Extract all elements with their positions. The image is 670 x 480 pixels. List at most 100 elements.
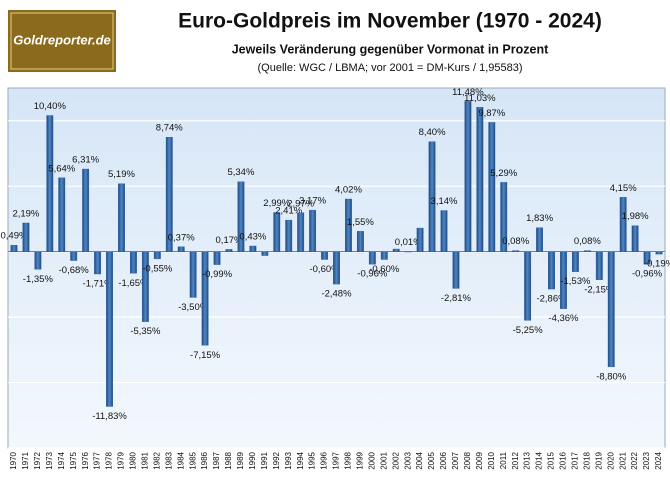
bar <box>225 249 233 252</box>
x-tick-label: 1985 <box>188 451 197 469</box>
data-label: -8,80% <box>596 371 627 382</box>
x-tick-label: 1991 <box>260 451 269 469</box>
data-label: -0,19% <box>644 259 670 270</box>
bar <box>46 115 54 252</box>
x-tick-label: 2004 <box>415 451 424 469</box>
x-tick-label: 1998 <box>344 451 353 469</box>
data-label: -0,68% <box>59 265 90 276</box>
data-label: 11,03% <box>464 93 496 104</box>
bar <box>297 212 305 252</box>
data-label: 2,19% <box>12 208 39 219</box>
x-tick-label: 2001 <box>379 451 388 469</box>
bar <box>130 251 137 274</box>
bar <box>177 246 185 252</box>
chart-title: Euro-Goldpreis im November (1970 - 2024) <box>178 10 602 33</box>
x-tick-label: 1972 <box>33 451 42 469</box>
bar <box>392 248 400 252</box>
x-tick-label: 1971 <box>21 451 30 469</box>
x-tick-label: 2010 <box>487 451 496 469</box>
bar <box>536 227 543 252</box>
bar <box>106 251 113 407</box>
data-label: 1,98% <box>622 211 649 222</box>
bar <box>356 231 364 252</box>
x-tick-label: 2021 <box>618 451 627 469</box>
x-tick-label: 1994 <box>296 451 305 469</box>
data-label: 9,87% <box>478 108 505 119</box>
data-label: 2,97% <box>287 198 314 209</box>
data-label: -5,35% <box>130 326 161 337</box>
data-label: 0,43% <box>239 232 266 243</box>
data-label: -0,60% <box>309 264 340 275</box>
x-tick-label: 1997 <box>332 451 341 469</box>
data-label: 8,40% <box>419 127 446 138</box>
bar <box>524 251 532 321</box>
bar <box>500 182 508 252</box>
x-tick-label: 2008 <box>463 451 472 469</box>
data-label: -4,36% <box>548 313 579 324</box>
x-tick-label: 1984 <box>176 451 185 469</box>
data-label: 4,02% <box>335 185 362 196</box>
x-tick-label: 1989 <box>236 451 245 469</box>
data-label: 11,48% <box>452 87 484 98</box>
data-label: 5,19% <box>108 169 135 180</box>
bar <box>201 251 209 346</box>
bar <box>189 251 197 298</box>
bar <box>118 183 125 252</box>
logo-frame <box>10 12 114 70</box>
x-tick-label: 2024 <box>654 451 663 469</box>
bar <box>380 251 388 260</box>
chart-subtitle: Jeweils Veränderung gegenüber Vormonat i… <box>232 42 549 56</box>
data-label: -0,96% <box>357 269 388 280</box>
bar <box>655 251 663 255</box>
x-tick-label: 2019 <box>594 451 603 469</box>
bar <box>619 197 627 252</box>
data-label: 10,40% <box>34 101 67 112</box>
bar <box>488 122 496 252</box>
x-tick-label: 1980 <box>129 451 138 469</box>
x-tick-label: 2006 <box>439 451 448 469</box>
data-label: -0,55% <box>142 263 173 274</box>
data-label: -0,99% <box>202 269 233 280</box>
bar <box>428 141 436 252</box>
bar <box>345 198 352 252</box>
data-label: -0,60% <box>369 264 400 275</box>
bar <box>34 251 42 270</box>
x-tick-label: 2017 <box>571 451 580 469</box>
x-tick-label: 1993 <box>284 451 293 469</box>
bar <box>464 101 472 252</box>
x-tick-label: 1970 <box>9 451 18 469</box>
x-tick-label: 1981 <box>140 451 149 469</box>
x-tick-label: 1982 <box>152 451 161 469</box>
bar <box>333 251 340 285</box>
bar <box>607 251 615 368</box>
x-tick-label: 2015 <box>547 451 556 469</box>
data-label: 1,55% <box>347 217 374 228</box>
x-tick-label: 2013 <box>523 451 532 469</box>
x-tick-label: 2009 <box>475 451 484 469</box>
bar <box>309 209 317 252</box>
data-label: -1,35% <box>23 274 54 285</box>
logo-box <box>8 10 116 72</box>
x-tick-label: 2000 <box>367 451 376 469</box>
x-tick-label: 2022 <box>630 451 639 469</box>
x-tick-label: 1990 <box>248 451 257 469</box>
data-label: -2,86% <box>536 294 567 305</box>
logo: Goldreporter.de <box>13 32 111 47</box>
data-label: 4,15% <box>610 183 637 194</box>
x-tick-label: 1986 <box>200 451 209 469</box>
x-tick-label: 2016 <box>559 451 568 469</box>
bar <box>595 251 603 280</box>
x-tick-label: 1995 <box>308 451 317 469</box>
x-tick-label: 1987 <box>212 451 221 469</box>
bar <box>261 251 269 256</box>
x-tick-label: 1996 <box>320 451 329 469</box>
bar <box>165 137 173 252</box>
data-label: 1,83% <box>526 213 553 224</box>
bar <box>476 107 484 252</box>
x-tick-label: 1973 <box>45 451 54 469</box>
x-tick-label: 1999 <box>356 451 365 469</box>
data-label: -1,53% <box>560 276 591 287</box>
data-label: -11,83% <box>92 411 127 422</box>
bar <box>512 250 520 252</box>
